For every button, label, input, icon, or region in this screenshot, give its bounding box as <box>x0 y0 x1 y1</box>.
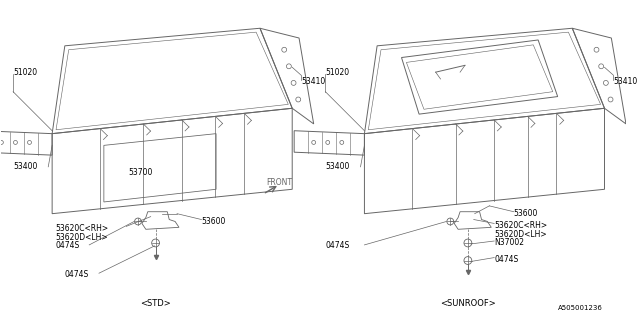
Text: A505001236: A505001236 <box>557 305 602 311</box>
Text: <STD>: <STD> <box>140 299 171 308</box>
Text: 53620C<RH>: 53620C<RH> <box>55 224 108 233</box>
Text: <SUNROOF>: <SUNROOF> <box>440 299 496 308</box>
Text: 53410: 53410 <box>301 77 325 86</box>
Text: 0474S: 0474S <box>55 241 79 250</box>
Text: FRONT: FRONT <box>266 178 292 187</box>
Text: 53400: 53400 <box>13 162 38 171</box>
Text: 53600: 53600 <box>514 209 538 218</box>
Text: 53620D<LH>: 53620D<LH> <box>494 230 547 239</box>
Text: 0474S: 0474S <box>65 270 89 279</box>
Text: 53400: 53400 <box>325 162 350 171</box>
Text: 53410: 53410 <box>613 77 637 86</box>
Text: 0474S: 0474S <box>494 255 518 264</box>
Text: 53700: 53700 <box>128 168 152 177</box>
Text: 51020: 51020 <box>13 68 37 77</box>
Text: N37002: N37002 <box>494 238 524 247</box>
Text: 0474S: 0474S <box>325 241 349 250</box>
Text: 51020: 51020 <box>325 68 349 77</box>
Text: 53620D<LH>: 53620D<LH> <box>55 233 108 242</box>
Text: 53600: 53600 <box>202 217 226 226</box>
Text: 53620C<RH>: 53620C<RH> <box>494 221 547 230</box>
